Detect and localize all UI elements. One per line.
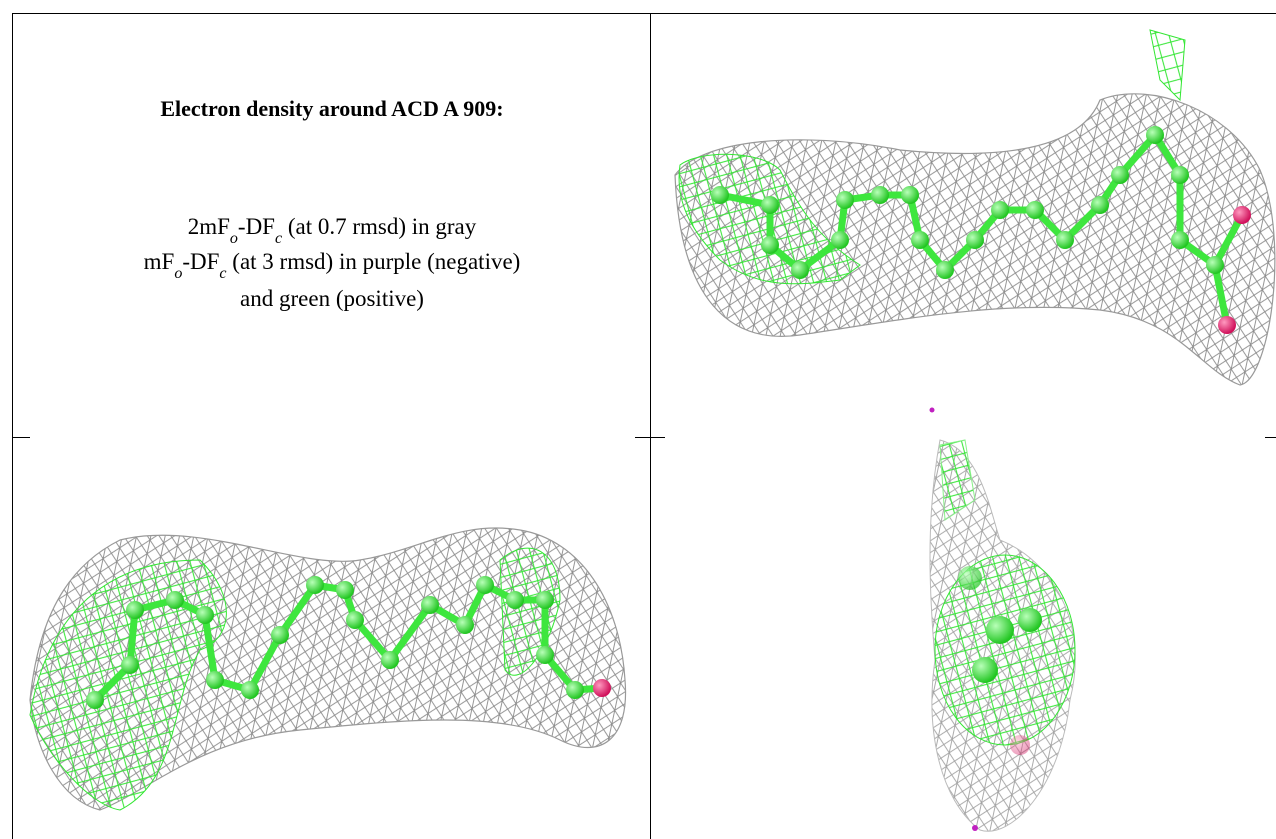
atom (991, 201, 1009, 219)
atom (1171, 231, 1189, 249)
atom (456, 616, 474, 634)
atom (196, 606, 214, 624)
density-image-1 (674, 29, 1276, 413)
caption-text: 2mF (188, 214, 230, 239)
density-image-2 (29, 527, 627, 811)
caption-line: and green (positive) (240, 286, 424, 311)
atom (1091, 196, 1109, 214)
subscript: o (230, 230, 238, 247)
atom (166, 591, 184, 609)
atom (306, 576, 324, 594)
atom (536, 591, 554, 609)
atom (871, 186, 889, 204)
atom (791, 261, 809, 279)
caption-text: -DF (182, 249, 219, 274)
atom (761, 236, 779, 254)
atom (121, 656, 139, 674)
bond (1211, 264, 1231, 326)
atom (1111, 166, 1129, 184)
atom (536, 646, 554, 664)
atom (911, 231, 929, 249)
caption-line: mFo-DFc (at 3 rmsd) in purple (negative) (144, 249, 521, 282)
bond (1211, 213, 1246, 267)
atom (1206, 256, 1224, 274)
atom (1056, 231, 1074, 249)
caption-text: (at 3 rmsd) in purple (negative) (227, 249, 521, 274)
ligand-chain (86, 576, 611, 709)
atom (1146, 126, 1164, 144)
atom (271, 626, 289, 644)
ligand-chain (711, 126, 1251, 334)
atom (346, 611, 364, 629)
caption-text: mF (144, 249, 175, 274)
atom (86, 691, 104, 709)
caption-title: Electron density around ACD A 909: (160, 96, 503, 121)
atom (476, 576, 494, 594)
subscript: c (275, 230, 282, 247)
atom (936, 261, 954, 279)
atom (1171, 166, 1189, 184)
atom (761, 196, 779, 214)
caption-text: -DF (238, 214, 275, 239)
atom (836, 191, 854, 209)
atom (241, 681, 259, 699)
atom (421, 596, 439, 614)
caption-text: (at 0.7 rmsd) in gray (282, 214, 477, 239)
oxygen-atom (1233, 206, 1251, 224)
table-grid (12, 13, 1276, 839)
atom (901, 186, 919, 204)
subscript: o (174, 265, 182, 282)
oxygen-atom (593, 679, 611, 697)
atom (831, 231, 849, 249)
atom (711, 186, 729, 204)
caption-text: and green (positive) (240, 286, 424, 311)
subscript: c (219, 265, 226, 282)
atom (1026, 201, 1044, 219)
atom (381, 651, 399, 669)
density-image-3 (929, 439, 1076, 832)
atom (506, 591, 524, 609)
atom (566, 681, 584, 699)
atom (206, 671, 224, 689)
oxygen-atom (1218, 316, 1236, 334)
atom (336, 581, 354, 599)
atom (126, 601, 144, 619)
atom (966, 231, 984, 249)
caption-line: 2mFo-DFc (at 0.7 rmsd) in gray (188, 214, 477, 247)
